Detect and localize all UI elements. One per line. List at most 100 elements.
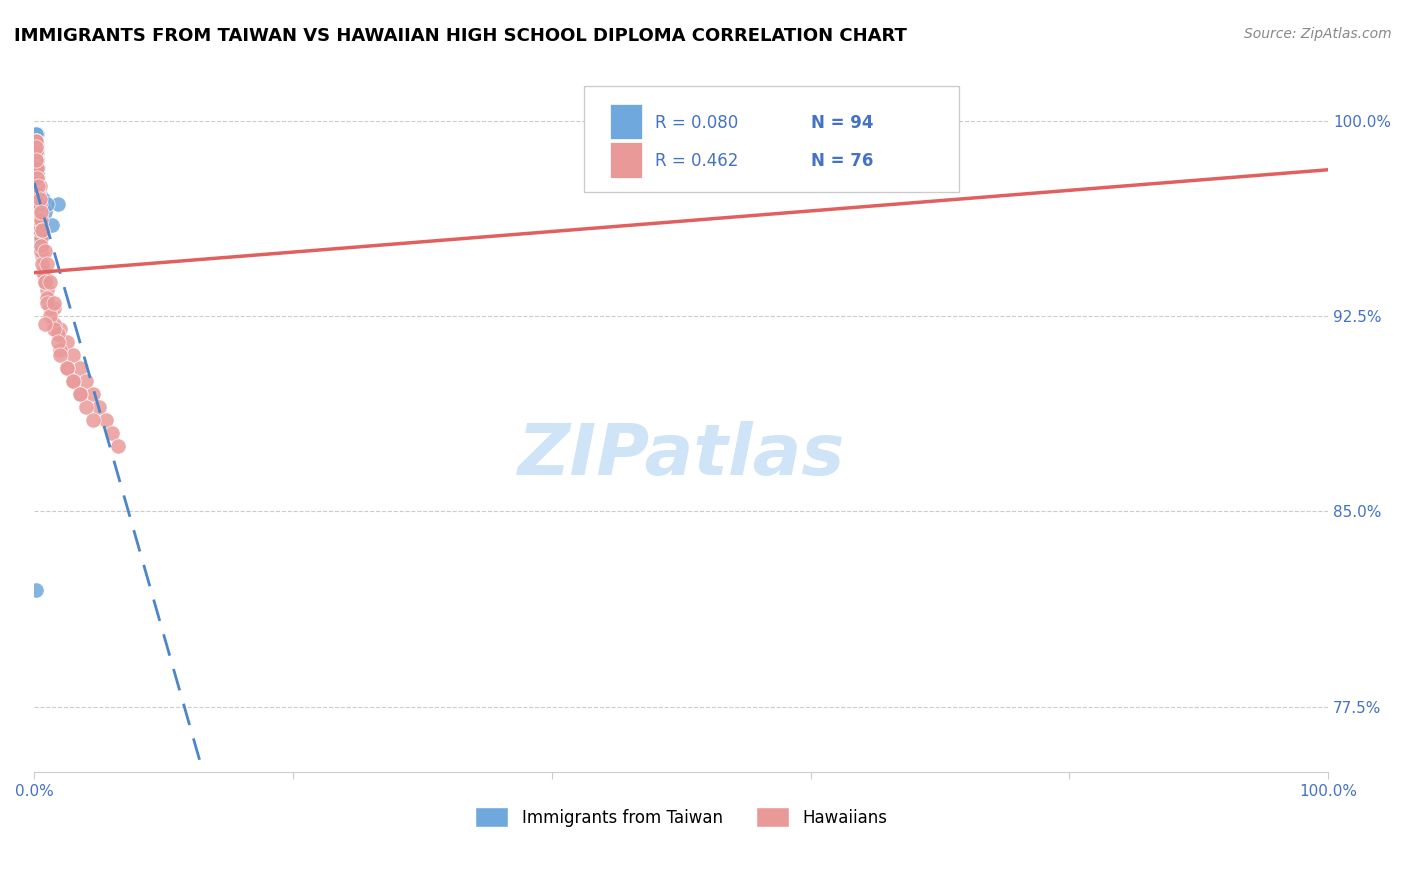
Point [27,178,49,193]
Point [27,223,49,237]
Point [42,301,65,316]
Text: IMMIGRANTS FROM TAIWAN VS HAWAIIAN HIGH SCHOOL DIPLOMA CORRELATION CHART: IMMIGRANTS FROM TAIWAN VS HAWAIIAN HIGH … [14,27,907,45]
Point [34,270,56,285]
Point [27,223,49,237]
Point [27,223,49,237]
Point [27,192,49,206]
Point [24,153,46,167]
Point [25,204,48,219]
Point [94,413,117,427]
Point [25,178,48,193]
Point [31,249,53,263]
Point [25,145,48,159]
Point [27,231,49,245]
Point [25,153,48,167]
Point [49,322,72,336]
Point [735,119,758,133]
Point [30,244,52,258]
Point [41,218,63,232]
Point [24,139,46,153]
Point [27,197,49,211]
Point [28,238,51,252]
Point [69,361,91,376]
Point [34,204,56,219]
Point [32,265,55,279]
Point [38,275,60,289]
Point [24,161,46,175]
Point [27,212,49,227]
Point [28,231,51,245]
Point [24,135,46,149]
Point [24,153,46,167]
Point [34,317,56,331]
Point [27,231,49,245]
Point [24,153,46,167]
Point [37,283,59,297]
Point [24,153,46,167]
Point [24,153,46,167]
Point [25,231,48,245]
Point [25,178,48,193]
Point [31,223,53,237]
Point [25,127,48,141]
Point [37,197,59,211]
Text: R = 0.462: R = 0.462 [655,153,738,170]
Point [24,135,46,149]
Point [38,309,60,323]
Point [25,186,48,201]
Point [37,296,59,310]
Point [28,186,51,201]
Point [25,171,48,186]
Point [24,135,46,149]
Point [24,153,46,167]
Point [27,178,49,193]
Point [34,244,56,258]
Point [31,223,53,237]
Point [49,343,72,357]
Point [30,218,52,232]
Text: ZIPatlas: ZIPatlas [517,421,845,490]
Point [25,178,48,193]
Point [27,218,49,232]
Point [25,186,48,201]
Point [28,238,51,252]
Text: R = 0.080: R = 0.080 [655,113,738,132]
Point [25,171,48,186]
Point [107,439,129,453]
Point [42,322,65,336]
Point [27,197,49,211]
Point [25,178,48,193]
Point [24,145,46,159]
Point [24,135,46,149]
Point [25,192,48,206]
FancyBboxPatch shape [610,103,643,139]
Point [24,145,46,159]
Point [24,204,46,219]
Point [25,178,48,193]
Point [25,161,48,175]
Point [28,244,51,258]
Point [27,161,49,175]
Point [55,361,77,376]
Point [27,186,49,201]
Point [28,231,51,245]
Point [25,171,48,186]
Point [31,257,53,271]
Point [25,139,48,153]
Point [28,231,51,245]
Point [24,139,46,153]
Point [28,178,51,193]
Point [24,127,46,141]
Point [30,204,52,219]
Point [24,171,46,186]
Point [27,192,49,206]
Point [24,139,46,153]
Point [46,327,69,342]
Point [37,257,59,271]
Point [24,153,46,167]
Point [24,171,46,186]
Point [25,204,48,219]
Point [28,204,51,219]
Point [24,139,46,153]
Point [24,153,46,167]
